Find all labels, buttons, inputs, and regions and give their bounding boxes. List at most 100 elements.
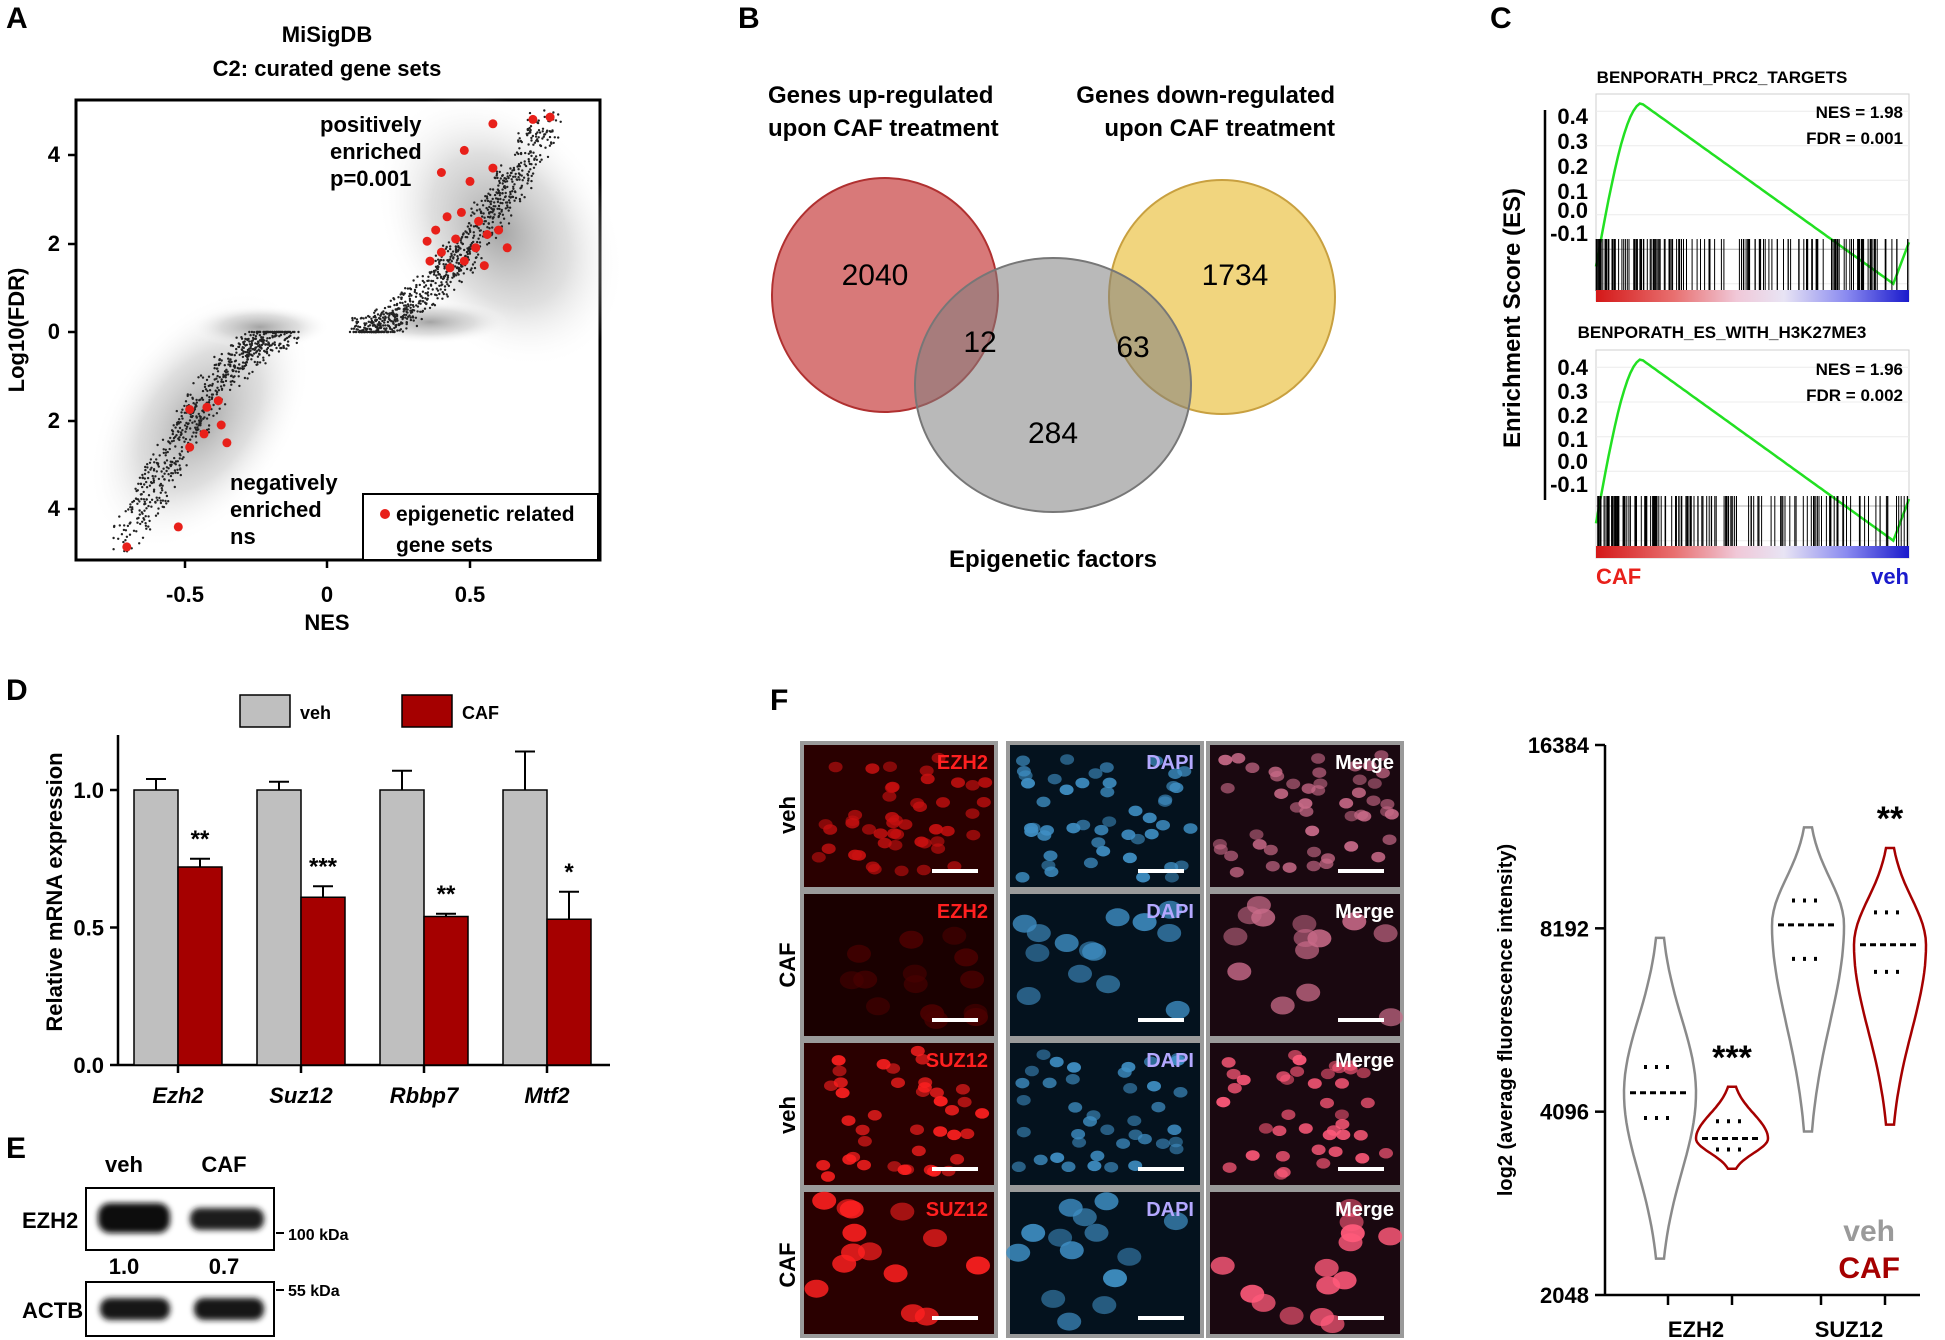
nucleus: [811, 852, 826, 863]
scatter-point: [421, 279, 424, 283]
blot-actb-band-veh: [100, 1298, 170, 1320]
scatter-point: [489, 202, 492, 206]
gsea-left-label: CAF: [1596, 564, 1641, 589]
scatter-point: [491, 220, 494, 224]
nucleus: [1059, 784, 1074, 796]
scatter-point: [494, 197, 498, 200]
scatter-point: [466, 236, 469, 239]
scatter-point: [461, 235, 464, 239]
scatter-point: [520, 174, 523, 177]
epigenetic-dots: [122, 112, 555, 552]
scatter-point: [154, 500, 157, 504]
scatter-point: [237, 375, 240, 378]
scatter-point: [471, 271, 474, 274]
scatter-point: [443, 267, 446, 270]
scatter-point: [250, 343, 253, 347]
nucleus: [1044, 866, 1059, 878]
neg-annotation-3: ns: [230, 524, 256, 549]
scatter-point: [531, 172, 535, 175]
scatter-point: [220, 378, 223, 381]
panel-letter-d: D: [6, 674, 28, 707]
scatter-point: [161, 499, 165, 502]
scatter-point: [434, 265, 438, 268]
micro-channel-label: Merge: [1335, 752, 1394, 774]
nucleus: [1380, 806, 1395, 817]
scatter-point: [428, 306, 432, 310]
micro-channel-label: SUZ12: [926, 1199, 988, 1221]
epigenetic-point: [471, 243, 481, 253]
nucleus: [900, 1164, 915, 1175]
scatter-point: [188, 419, 192, 422]
scatter-point: [544, 146, 547, 149]
scatter-point: [198, 419, 201, 422]
nucleus: [1276, 1167, 1291, 1178]
scatter-point: [254, 337, 258, 340]
epigenetic-point: [482, 230, 492, 239]
scatter-point: [262, 342, 265, 345]
scatter-point: [435, 274, 438, 277]
scatter-point: [531, 134, 535, 138]
nucleus: [913, 801, 927, 812]
nucleus: [1240, 1284, 1265, 1303]
scatter-point: [459, 269, 463, 272]
scatter-point: [383, 306, 387, 310]
scatter-point: [254, 346, 257, 349]
nucleus: [1102, 816, 1117, 827]
scatter-point: [164, 448, 167, 451]
nucleus: [1024, 1065, 1039, 1077]
nucleus: [1311, 753, 1326, 764]
scatter-point: [254, 335, 258, 338]
nucleus: [855, 1124, 870, 1136]
nucleus: [1136, 871, 1151, 883]
scatter-point: [458, 246, 461, 249]
scatter-point: [271, 342, 274, 345]
scatter-point: [451, 276, 454, 279]
scatter-point: [552, 141, 555, 145]
scatter-point: [230, 383, 233, 386]
scatter-point: [126, 524, 130, 528]
micrograph-grid: [800, 741, 1404, 1338]
nucleus: [1088, 768, 1103, 779]
scatter-point: [466, 225, 470, 228]
scatter-point: [258, 361, 262, 364]
scatter-point: [488, 200, 492, 203]
scatter-point: [181, 417, 184, 420]
scatter-point: [496, 207, 499, 210]
violin-legend-caf: CAF: [1838, 1252, 1900, 1285]
scatter-point: [471, 263, 475, 266]
scatter-point: [476, 240, 479, 244]
gsea-grid-1: [1596, 110, 1909, 285]
scatter-point: [478, 241, 482, 244]
scatter-point: [235, 351, 238, 354]
nucleus: [1268, 766, 1283, 778]
scatter-point: [503, 185, 506, 188]
scatter-point: [167, 473, 170, 476]
scatter-point: [243, 376, 247, 380]
scatter-point: [498, 179, 501, 183]
nucleus: [1016, 1094, 1031, 1106]
nucleus: [865, 763, 880, 774]
scatter-point: [215, 391, 219, 394]
scatter-point: [489, 210, 492, 214]
scatter-point: [521, 169, 524, 172]
scatter-point: [486, 226, 489, 229]
epigenetic-point: [122, 542, 132, 552]
scatter-point: [144, 515, 147, 518]
scatter-point: [212, 414, 215, 417]
scatter-point: [384, 315, 387, 318]
nucleus: [911, 1145, 926, 1157]
nucleus: [1127, 1115, 1142, 1127]
scatter-point: [224, 379, 228, 383]
scatter-point: [256, 345, 260, 348]
scatter-point: [240, 337, 244, 340]
scatter-point: [401, 315, 405, 318]
scatter-point: [473, 266, 477, 270]
scatter-point: [468, 227, 471, 231]
scatter-point: [508, 195, 511, 198]
scatter-point: [412, 319, 415, 322]
scatter-point: [256, 361, 259, 364]
panel-letter-e: E: [6, 1132, 26, 1165]
scatter-point: [181, 429, 184, 432]
scatter-point: [462, 232, 465, 235]
scatter-point: [506, 206, 509, 209]
